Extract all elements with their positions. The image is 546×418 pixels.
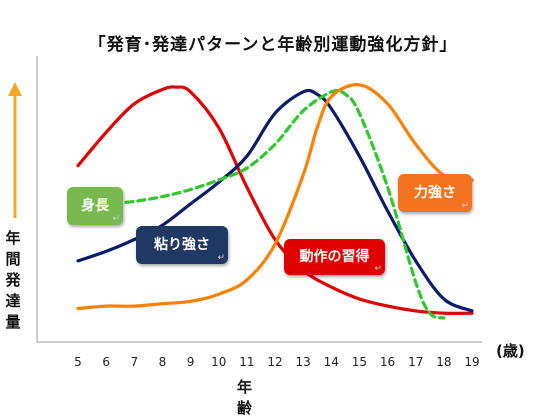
chart-title: 「発育･発達パターンと年齢別運動強化方針」 [88,35,458,55]
label-height-mark: ↵ [112,214,120,224]
x-tick-label: 19 [464,355,480,369]
label-strength-mark: ↵ [461,201,469,211]
y-axis-label-text: 年間発達量 [5,229,21,331]
x-tick-label: 8 [158,355,167,369]
label-strength-text: 力強さ [414,185,456,201]
x-tick-label: 14 [323,355,339,369]
x-tick-label: 12 [267,355,283,369]
x-tick-label: 13 [295,355,311,369]
x-tick-label: 18 [436,355,452,369]
y-axis-label: 年間発達量 [2,228,24,333]
series-height [76,88,446,320]
series-strength [76,83,474,311]
x-tick-label: 16 [379,355,396,369]
x-tick-label: 6 [102,355,110,369]
label-stamina-text: 粘り強さ [154,237,210,253]
x-tick-label: 10 [211,355,227,369]
x-tick-label: 11 [239,355,255,369]
label-stamina: 粘り強さ ↵ [136,226,228,264]
label-motion: 動作の習得 ↵ [284,239,385,275]
x-tick-label: 9 [186,355,195,369]
x-axis-unit: (歳) [496,342,525,360]
x-tick-label: 15 [351,355,368,369]
label-height: 身長 ↵ [67,187,123,225]
label-motion-text: 動作の習得 [299,249,370,265]
label-height-text: 身長 [81,198,109,214]
series-motion-acquisition [76,85,474,315]
label-stamina-mark: ↵ [217,253,225,263]
x-tick-label: 5 [74,355,82,369]
label-motion-mark: ↵ [374,264,382,274]
label-strength: 力強さ ↵ [398,174,472,212]
x-tick-label: 7 [130,355,139,369]
x-tick-label: 17 [408,355,424,369]
y-arrow-head [8,82,22,96]
x-axis-label: 年 齢 [237,378,267,417]
